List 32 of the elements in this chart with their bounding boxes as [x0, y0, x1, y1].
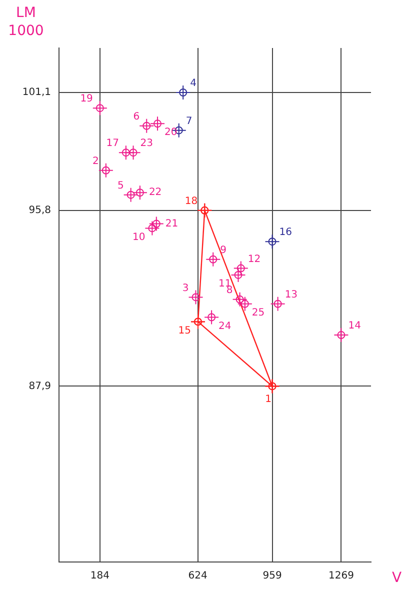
annotation: 4: [190, 78, 196, 90]
annotation: 7: [186, 116, 192, 127]
annotation: 6: [133, 111, 140, 122]
y-tick-label: 95,8: [28, 205, 51, 216]
annotation: 9: [220, 244, 226, 256]
x-tick-label: 624: [188, 570, 208, 582]
annotation: 23: [140, 138, 154, 150]
annotation: 12: [248, 254, 261, 265]
annotation: 14: [348, 320, 361, 332]
y-axis-title: LM 1000: [7, 4, 45, 40]
annotation: 5: [117, 180, 124, 192]
annotation: 2: [92, 156, 99, 167]
annotation: 25: [252, 307, 265, 318]
annotation: 21: [165, 218, 178, 230]
annotation: 20: [164, 127, 178, 138]
x-tick-label: 1269: [328, 570, 354, 582]
annotation: 19: [80, 94, 93, 105]
x-tick-label: 184: [90, 570, 110, 582]
annotation: 3: [182, 282, 189, 294]
annotation: 1: [265, 394, 272, 405]
annotation: 15: [178, 325, 191, 336]
x-axis-title: V: [392, 570, 402, 586]
annotation: 16: [279, 227, 292, 238]
y-tick-label: 101,1: [22, 87, 51, 98]
y-tick-label: 87,9: [28, 380, 51, 392]
x-tick-label: 959: [262, 570, 282, 582]
annotation: 10: [132, 232, 146, 243]
annotation: 18: [184, 196, 198, 208]
annotation: 17: [106, 138, 119, 150]
annotation: 22: [148, 187, 162, 198]
annotation: 24: [218, 320, 232, 332]
annotation: 13: [284, 289, 298, 300]
